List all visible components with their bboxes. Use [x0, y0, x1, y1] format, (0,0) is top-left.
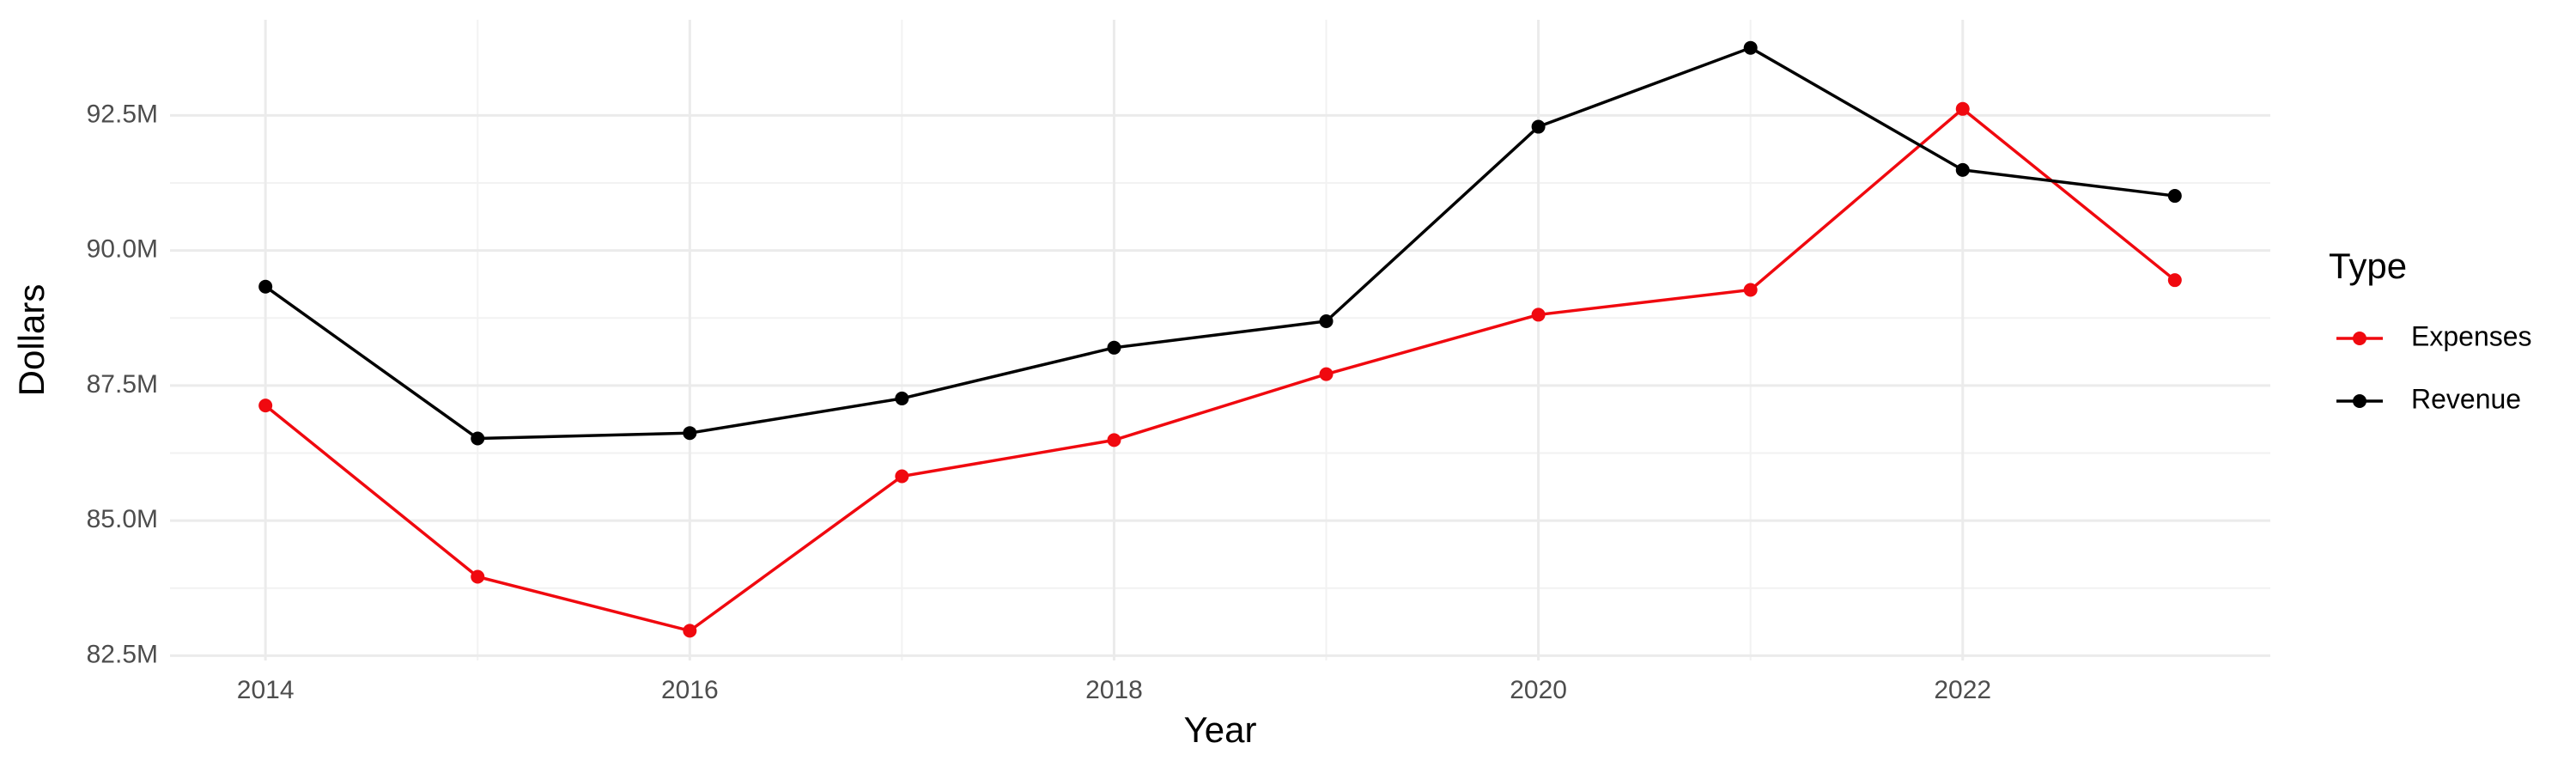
- x-tick-label: 2018: [1085, 676, 1143, 704]
- data-point: [1319, 313, 1334, 328]
- data-point: [1107, 433, 1121, 447]
- legend-key-point: [2353, 332, 2366, 345]
- data-point: [1955, 101, 1970, 116]
- x-axis-title: Year: [1184, 709, 1257, 750]
- data-point: [1531, 307, 1546, 322]
- legend-title: Type: [2329, 246, 2407, 286]
- data-point: [683, 426, 697, 441]
- data-point: [471, 569, 485, 584]
- data-point: [683, 624, 697, 638]
- data-point: [1743, 283, 1758, 297]
- data-point: [258, 399, 273, 413]
- data-point: [1531, 119, 1546, 134]
- y-tick-label: 90.0M: [87, 235, 158, 264]
- data-point: [471, 431, 485, 446]
- data-point: [258, 279, 273, 294]
- data-point: [895, 469, 909, 484]
- data-point: [1319, 367, 1334, 381]
- y-tick-label: 85.0M: [87, 505, 158, 533]
- y-tick-label: 87.5M: [87, 370, 158, 399]
- legend-label: Revenue: [2411, 383, 2521, 414]
- data-point: [895, 391, 909, 405]
- x-tick-label: 2022: [1934, 676, 1991, 704]
- data-point: [2167, 273, 2182, 288]
- data-point: [2167, 189, 2182, 204]
- data-point: [1955, 162, 1970, 177]
- legend-label: Expenses: [2411, 320, 2532, 351]
- data-point: [1107, 340, 1121, 355]
- y-tick-label: 82.5M: [87, 640, 158, 668]
- x-tick-label: 2014: [237, 676, 295, 704]
- x-tick-label: 2020: [1510, 676, 1567, 704]
- y-axis-title: Dollars: [11, 284, 52, 397]
- y-tick-label: 92.5M: [87, 100, 158, 128]
- series-line: [264, 46, 2176, 441]
- data-point: [1743, 40, 1758, 55]
- legend-key-point: [2353, 394, 2366, 408]
- x-tick-label: 2016: [661, 676, 719, 704]
- series-line: [264, 107, 2176, 633]
